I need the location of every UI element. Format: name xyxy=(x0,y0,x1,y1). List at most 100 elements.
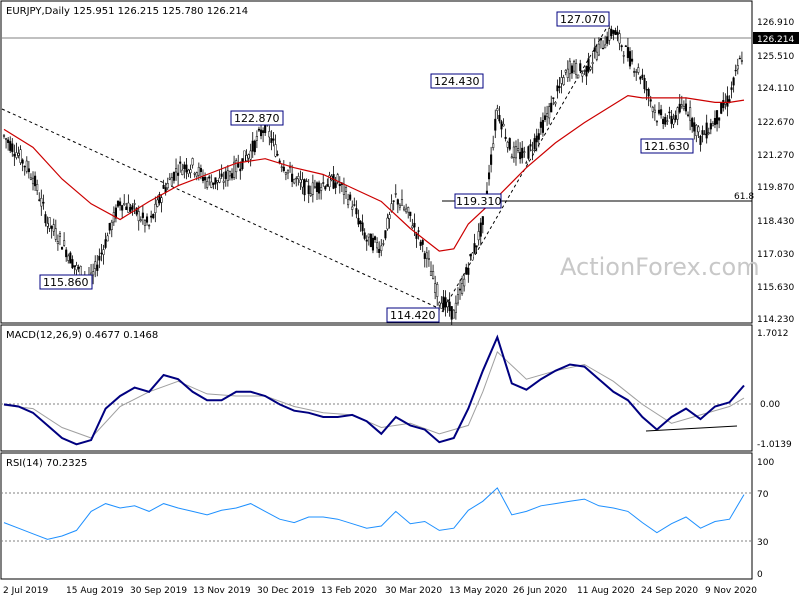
candle-body xyxy=(201,177,205,181)
sma-line xyxy=(3,94,745,252)
candle-body xyxy=(67,255,70,261)
candle-body xyxy=(386,217,389,230)
candle-body xyxy=(108,222,111,231)
candle-body xyxy=(102,249,105,255)
candle-body xyxy=(34,175,37,187)
candle-body xyxy=(680,104,683,107)
candle-body xyxy=(133,203,136,205)
trendline-lower xyxy=(441,21,611,313)
candle-body xyxy=(479,222,482,237)
candle-body xyxy=(701,130,704,135)
candle-body xyxy=(365,239,368,242)
candle-body xyxy=(152,214,155,219)
candle-body xyxy=(303,179,306,196)
candle-body xyxy=(666,120,669,122)
candle-body xyxy=(58,233,62,237)
candle-body xyxy=(251,140,254,152)
x-tick-label: 30 Mar 2020 xyxy=(385,586,442,596)
candle-body xyxy=(732,77,735,86)
annotation-115860: 115.860 xyxy=(39,274,93,290)
candle-body xyxy=(257,128,261,131)
candle-body xyxy=(436,284,439,297)
candle-body xyxy=(548,106,551,119)
candle-body xyxy=(104,239,107,248)
candle-body xyxy=(531,149,534,151)
candle-body xyxy=(738,57,741,60)
candle-body xyxy=(523,151,526,153)
y-tick-label: 115.630 xyxy=(757,283,794,293)
candle-body xyxy=(631,58,634,62)
candle-body xyxy=(481,216,484,225)
candle-body xyxy=(44,214,47,224)
candle-body xyxy=(191,158,194,166)
rsi-line xyxy=(3,487,745,540)
candle-body xyxy=(129,207,132,212)
candle-body xyxy=(575,63,578,75)
current-price-label: 126.214 xyxy=(757,35,794,45)
y-tick-label: 122.670 xyxy=(757,118,794,128)
candle-body xyxy=(403,207,406,211)
candle-body xyxy=(318,182,321,194)
candle-body xyxy=(411,225,414,229)
candle-body xyxy=(94,261,97,269)
candle-body xyxy=(160,197,163,203)
candle-body xyxy=(487,172,491,180)
candle-body xyxy=(150,215,153,218)
annotation-text: 127.070 xyxy=(560,13,606,26)
candle-body xyxy=(384,230,387,239)
candle-body xyxy=(297,176,300,180)
candle-body xyxy=(274,144,277,157)
candle-body xyxy=(376,242,379,249)
candle-body xyxy=(148,224,151,227)
annotation-text: 115.860 xyxy=(43,276,89,289)
candle-body xyxy=(278,160,281,163)
candle-body xyxy=(581,73,584,77)
candle-body xyxy=(589,66,592,70)
candle-body xyxy=(92,271,95,276)
candle-body xyxy=(320,187,323,191)
annotation-text: 121.630 xyxy=(644,140,690,153)
candle-body xyxy=(413,222,416,228)
candle-body xyxy=(622,55,625,57)
x-tick-label: 9 Nov 2020 xyxy=(705,586,757,596)
candle-body xyxy=(357,217,360,225)
candle-body xyxy=(490,154,493,165)
candle-body xyxy=(477,231,480,241)
candle-body xyxy=(409,211,412,216)
candle-body xyxy=(172,172,176,181)
candle-body xyxy=(110,221,113,230)
candle-body xyxy=(448,301,451,312)
price-watermark: ActionForex.com xyxy=(560,253,760,281)
macd-y-tick: 1.7012 xyxy=(757,329,789,339)
candle-body xyxy=(467,267,470,275)
candle-body xyxy=(657,109,661,114)
annotation-114420: 114.420 xyxy=(386,307,440,323)
annotation-text: 114.420 xyxy=(390,309,436,322)
candle-body xyxy=(291,173,294,182)
price-title: EURJPY,Daily 125.951 126.215 125.780 126… xyxy=(6,6,248,17)
candle-body xyxy=(369,234,372,248)
candle-body xyxy=(29,177,32,180)
candle-body xyxy=(233,161,236,178)
candle-body xyxy=(293,178,296,184)
candle-body xyxy=(351,206,354,210)
candle-body xyxy=(645,89,648,91)
candle-body xyxy=(595,51,598,60)
candle-body xyxy=(199,168,202,173)
candle-body xyxy=(247,154,250,159)
candle-body xyxy=(2,134,6,137)
candle-body xyxy=(597,43,600,56)
candle-body xyxy=(550,102,553,113)
candle-body xyxy=(566,68,569,78)
candle-body xyxy=(664,116,667,125)
candle-body xyxy=(245,155,248,162)
candle-body xyxy=(514,146,518,159)
macd-line xyxy=(3,334,745,446)
candle-body xyxy=(699,135,702,145)
candle-body xyxy=(255,136,258,141)
candle-body xyxy=(461,283,464,294)
candle-body xyxy=(562,77,565,85)
candle-body xyxy=(193,173,196,175)
candle-body xyxy=(77,267,80,269)
candle-body xyxy=(38,199,41,201)
